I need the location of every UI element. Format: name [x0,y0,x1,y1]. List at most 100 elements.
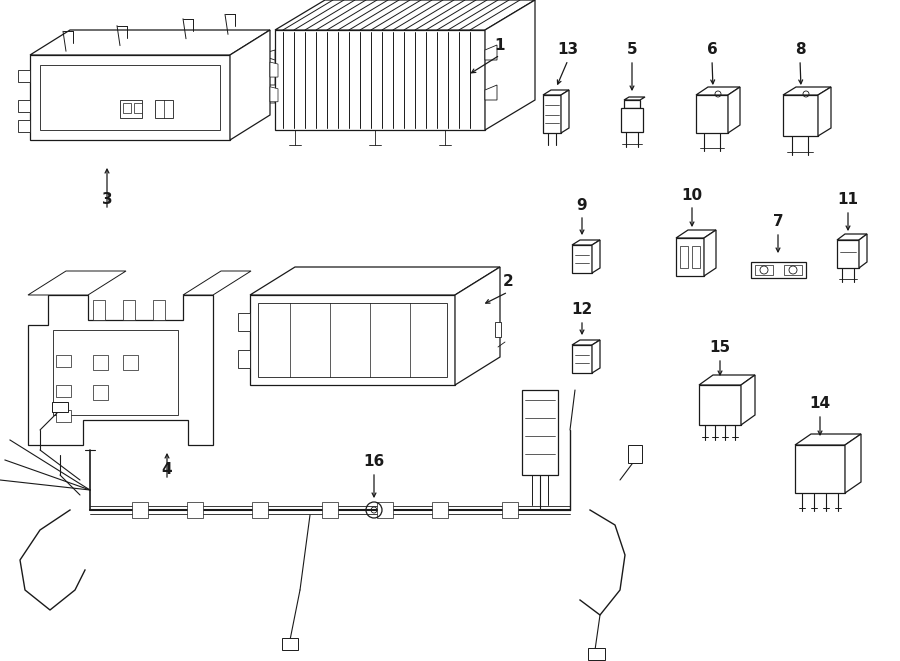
Polygon shape [30,55,230,140]
Polygon shape [837,234,867,240]
Polygon shape [704,230,716,276]
Bar [120,100,142,118]
Polygon shape [751,262,806,278]
Polygon shape [230,30,270,140]
Polygon shape [561,90,569,133]
Text: 1: 1 [495,38,505,52]
Bar [56,355,71,367]
Polygon shape [322,502,338,518]
Polygon shape [572,340,600,345]
Polygon shape [265,50,275,63]
Polygon shape [859,234,867,268]
Bar [495,322,501,337]
Bar [52,402,68,412]
Polygon shape [455,267,500,385]
Polygon shape [275,0,535,30]
Polygon shape [543,90,569,95]
Bar [153,300,165,320]
Polygon shape [741,375,755,425]
Polygon shape [258,303,447,377]
Text: 9: 9 [577,198,588,212]
Polygon shape [252,502,268,518]
Bar [628,445,642,463]
Polygon shape [257,55,275,85]
Text: 15: 15 [709,340,731,356]
Polygon shape [845,434,861,493]
Text: 12: 12 [572,303,592,317]
Text: 13: 13 [557,42,579,58]
Polygon shape [707,91,723,95]
Polygon shape [572,345,592,373]
Bar [155,100,173,118]
Polygon shape [699,375,755,385]
Bar [522,390,558,475]
Polygon shape [40,65,220,130]
Polygon shape [18,120,30,132]
Bar [123,103,131,113]
Text: 2: 2 [502,274,513,290]
Polygon shape [588,648,605,660]
Polygon shape [795,91,811,95]
Polygon shape [543,95,561,133]
Bar [692,246,700,268]
Polygon shape [592,340,600,373]
Polygon shape [132,502,148,518]
Bar [680,246,688,268]
Bar [93,355,108,370]
Polygon shape [28,271,126,295]
Polygon shape [30,30,270,55]
Polygon shape [783,95,818,136]
Polygon shape [837,240,859,268]
Polygon shape [502,502,518,518]
Polygon shape [187,502,203,518]
Polygon shape [795,445,845,493]
Polygon shape [592,240,600,273]
Polygon shape [572,245,592,273]
Text: 4: 4 [162,463,172,477]
Polygon shape [676,230,716,238]
Polygon shape [265,90,275,103]
Polygon shape [795,434,861,445]
Polygon shape [696,95,728,133]
Polygon shape [485,85,497,100]
Polygon shape [783,87,831,95]
Bar [123,355,138,370]
Bar [755,265,773,275]
Polygon shape [485,0,535,130]
Polygon shape [696,87,740,95]
Polygon shape [275,30,485,130]
Polygon shape [377,502,393,518]
Text: 14: 14 [809,397,831,412]
Bar [93,385,108,400]
Text: 6: 6 [706,42,717,58]
Text: 10: 10 [681,188,703,202]
Text: 5: 5 [626,42,637,58]
Text: 8: 8 [795,42,806,58]
Polygon shape [270,87,278,102]
Polygon shape [250,267,500,295]
Polygon shape [270,62,278,77]
Polygon shape [432,502,448,518]
Bar [784,265,802,275]
Polygon shape [18,70,30,82]
Polygon shape [624,100,640,108]
Polygon shape [485,45,497,60]
Bar [93,300,105,320]
Text: 3: 3 [102,192,112,208]
Polygon shape [238,313,250,331]
Polygon shape [572,240,600,245]
Text: 11: 11 [838,192,859,208]
Polygon shape [28,295,213,445]
Polygon shape [621,108,643,132]
Polygon shape [282,638,298,650]
Polygon shape [676,238,704,276]
Polygon shape [183,271,251,295]
Text: 7: 7 [773,215,783,229]
Bar [56,410,71,422]
Polygon shape [818,87,831,136]
Polygon shape [699,385,741,425]
Polygon shape [728,87,740,133]
Bar [123,300,135,320]
Polygon shape [53,330,178,415]
Polygon shape [238,350,250,368]
